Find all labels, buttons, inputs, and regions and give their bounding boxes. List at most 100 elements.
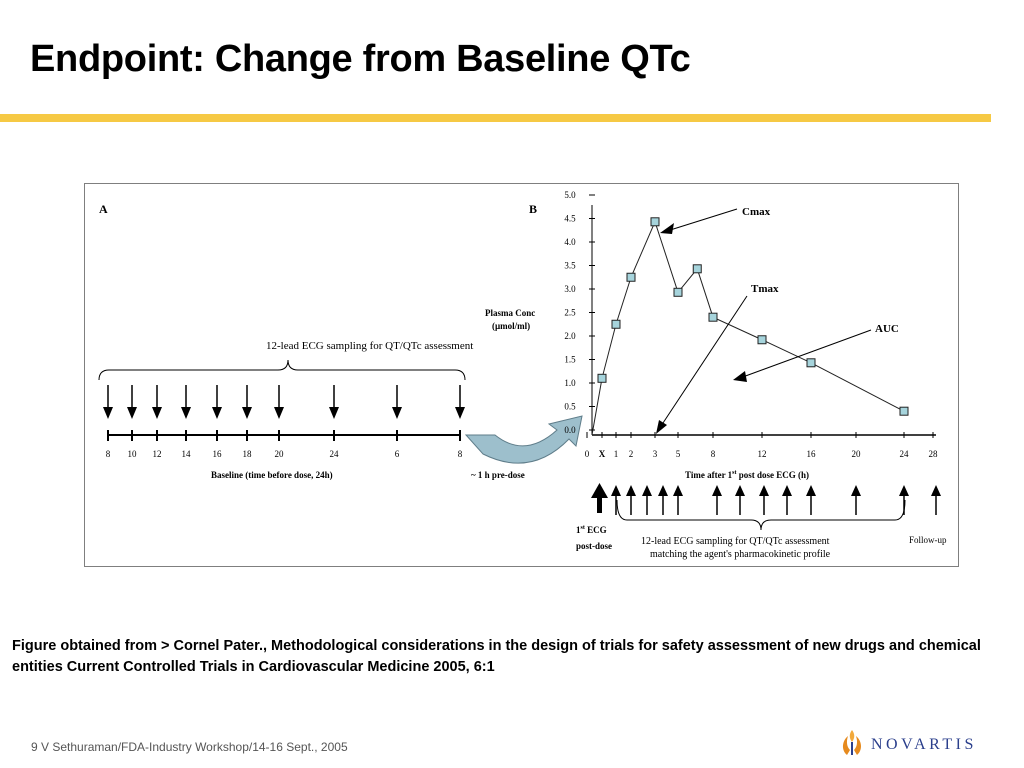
x-tick-label: 16 (807, 449, 817, 459)
x-tick-label: 20 (852, 449, 862, 459)
x-tick-label: 0 (585, 449, 590, 459)
panel-a: A 12-lead ECG sampling for QT/QTc assess… (98, 202, 583, 480)
y-tick-label: 0.5 (564, 402, 576, 412)
x-axis-label-post: post dose ECG (h) (737, 470, 810, 480)
panel-a-tick-label: 14 (182, 449, 192, 459)
panel-a-ecg-arrows (103, 385, 465, 419)
panel-b-brace-label-line2: matching the agent's pharmacokinetic pro… (650, 549, 831, 560)
ecg-down-arrow-head (212, 407, 222, 419)
panel-a-label: A (99, 202, 108, 216)
x-tick-label: X (599, 449, 606, 459)
predose-label: ~ 1 h pre-dose (471, 470, 525, 480)
first-ecg-label-line2: post-dose (576, 541, 612, 551)
x-tick-label: 3 (653, 449, 658, 459)
pk-data-point (611, 319, 621, 329)
title-rule (0, 114, 991, 122)
tmax-arrow (656, 295, 748, 434)
panel-b-y-ticks: 0.0 0.5 1.0 1.5 2.0 2.5 3.0 3.5 4.0 4.5 5.0 (564, 190, 595, 435)
ecg-down-arrow-head (242, 407, 252, 419)
y-tick-label: 0.0 (564, 425, 576, 435)
novartis-logo: NOVARTIS (838, 728, 998, 758)
ecg-up-arrow-head (782, 485, 792, 496)
predose-curved-arrow (464, 415, 583, 464)
cmax-label: Cmax (742, 206, 771, 218)
x-axis-label-sup: st (732, 470, 736, 476)
cmax-arrow (660, 208, 738, 234)
first-ecg-label-line1: 1st ECG (576, 525, 607, 535)
panel-a-tick-label: 12 (153, 449, 162, 459)
x-axis-label: Time after 1st post dose ECG (h) (685, 470, 809, 480)
slide-title: Endpoint: Change from Baseline QTc (30, 38, 691, 80)
novartis-flame-icon (842, 730, 862, 755)
footer-text: 9 V Sethuraman/FDA-Industry Workshop/14-… (31, 740, 348, 754)
panel-b-brace (616, 499, 906, 531)
panel-b-x-ticks: 0 X 1 2 3 5 8 12 16 20 24 28 (585, 432, 938, 459)
pk-data-point (899, 406, 909, 416)
figure-caption: Figure obtained from > Cornel Pater., Me… (12, 638, 981, 675)
y-tick-label: 4.5 (564, 214, 576, 224)
pk-data-point (708, 312, 718, 322)
panel-a-ticks: 8 10 12 14 16 18 20 24 6 8 (106, 430, 463, 459)
pk-data-point (692, 264, 702, 274)
ecg-down-arrow-head (274, 407, 284, 419)
ecg-up-arrow-head (673, 485, 683, 496)
panel-a-brace-label: 12-lead ECG sampling for QT/QTc assessme… (266, 340, 473, 352)
y-tick-label: 3.5 (564, 261, 576, 271)
first-ecg-up-arrow (597, 497, 602, 513)
panel-a-tick-label: 24 (330, 449, 340, 459)
ecg-up-arrow-head (735, 485, 745, 496)
panel-a-tick-label: 20 (275, 449, 285, 459)
x-tick-label: 5 (676, 449, 681, 459)
pk-data-point (806, 358, 816, 368)
y-tick-label: 1.5 (564, 355, 576, 365)
ecg-down-arrow-head (152, 407, 162, 419)
y-tick-label: 5.0 (564, 190, 576, 200)
followup-label: Follow-up (909, 535, 947, 545)
ecg-up-arrow-head (611, 485, 621, 496)
tmax-label: Tmax (751, 283, 779, 295)
y-tick-label: 3.0 (564, 284, 576, 294)
x-tick-label: 1 (614, 449, 619, 459)
logo-wordmark: NOVARTIS (871, 736, 977, 753)
ecg-down-arrow-head (127, 407, 137, 419)
pk-data-point (757, 335, 767, 345)
ecg-up-arrow-head (851, 485, 861, 496)
x-axis-label-pre: Time after 1 (685, 470, 733, 480)
panel-b-ecg-arrows (591, 483, 941, 515)
y-axis-label-line2: (µmol/ml) (492, 321, 530, 331)
auc-label: AUC (875, 323, 899, 335)
x-tick-label: 2 (629, 449, 634, 459)
auc-arrow (733, 329, 872, 382)
panel-a-tick-label: 8 (106, 449, 111, 459)
pk-data-point (597, 373, 607, 383)
y-tick-label: 4.0 (564, 237, 576, 247)
pk-data-point (650, 217, 660, 227)
x-tick-label: 28 (929, 449, 939, 459)
ecg-down-arrow-head (392, 407, 402, 419)
ecg-down-arrow-head (103, 407, 113, 419)
panel-b: B Plasma Conc (µmol/ml) 0.0 0.5 1.0 1.5 2.0 2… (485, 190, 947, 560)
ecg-up-arrow-head (642, 485, 652, 496)
ecg-up-arrow-head (759, 485, 769, 496)
x-tick-label: 24 (900, 449, 910, 459)
first-ecg-up-arrow-head (591, 483, 608, 498)
panel-a-tick-label: 8 (458, 449, 463, 459)
ecg-down-arrow-head (329, 407, 339, 419)
x-tick-label: 8 (711, 449, 716, 459)
ecg-up-arrow-head (806, 485, 816, 496)
panel-a-tick-label: 18 (243, 449, 253, 459)
y-tick-label: 1.0 (564, 378, 576, 388)
ecg-up-arrow-head (712, 485, 722, 496)
y-tick-label: 2.5 (564, 308, 576, 318)
figure-frame: A 12-lead ECG sampling for QT/QTc assess… (84, 183, 959, 567)
y-axis-label-line1: Plasma Conc (485, 308, 535, 318)
x-tick-label: 12 (758, 449, 767, 459)
ecg-up-arrow-head (658, 485, 668, 496)
panel-b-label: B (529, 202, 537, 216)
ecg-up-arrow-head (931, 485, 941, 496)
ecg-down-arrow-head (181, 407, 191, 419)
figure-diagram: A 12-lead ECG sampling for QT/QTc assess… (98, 190, 947, 560)
y-tick-label: 2.0 (564, 331, 576, 341)
pk-data-point (673, 287, 683, 297)
ecg-down-arrow-head (455, 407, 465, 419)
